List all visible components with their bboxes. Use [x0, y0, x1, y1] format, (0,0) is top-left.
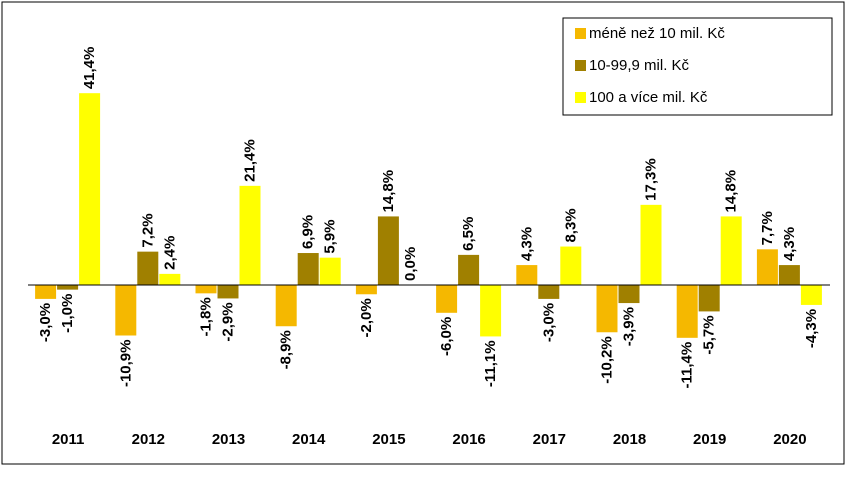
data-label: 6,9% — [300, 215, 317, 249]
x-tick-label: 2011 — [52, 431, 85, 448]
data-label: 14,8% — [380, 170, 397, 213]
x-tick-label: 2012 — [132, 431, 165, 448]
bar — [596, 285, 618, 333]
data-label: -10,2% — [598, 336, 615, 384]
data-label: 2,4% — [161, 236, 178, 270]
data-label: 0,0% — [402, 247, 419, 281]
bar — [698, 285, 720, 312]
x-tick-label: 2018 — [613, 431, 646, 448]
bar — [115, 285, 137, 336]
legend-label: 10-99,9 mil. Kč — [589, 57, 690, 74]
data-label: 7,7% — [759, 211, 776, 245]
data-label: -2,0% — [358, 298, 375, 337]
x-tick-label: 2019 — [693, 431, 726, 448]
data-label: -4,3% — [803, 309, 820, 348]
bar — [319, 257, 341, 285]
x-tick-label: 2017 — [533, 431, 566, 448]
data-label: 41,4% — [81, 47, 98, 90]
data-label: -3,0% — [37, 303, 54, 342]
bar — [377, 216, 399, 285]
bar — [800, 285, 822, 305]
bar — [480, 285, 502, 337]
bar — [516, 265, 538, 285]
data-label: -8,9% — [278, 330, 295, 369]
data-label: 8,3% — [562, 208, 579, 242]
x-tick-label: 2015 — [372, 431, 405, 448]
x-tick-label: 2020 — [773, 431, 806, 448]
bar — [79, 93, 101, 286]
bar — [640, 204, 662, 285]
data-label: -11,1% — [482, 340, 499, 387]
data-label: -1,8% — [197, 297, 214, 336]
legend-swatch — [575, 60, 586, 71]
bar — [458, 254, 480, 285]
bar — [676, 285, 698, 338]
bar — [355, 285, 377, 295]
bar — [778, 265, 800, 285]
data-label: -3,9% — [620, 307, 637, 346]
data-label: -5,7% — [701, 315, 718, 354]
data-label: 4,3% — [781, 227, 798, 261]
bar — [538, 285, 560, 299]
bar — [560, 246, 582, 285]
data-label: -11,4% — [679, 342, 696, 389]
data-label: -3,0% — [540, 303, 557, 342]
data-label: -6,0% — [438, 317, 455, 356]
legend-swatch — [575, 28, 586, 39]
legend-label: 100 a více mil. Kč — [589, 89, 708, 106]
x-tick-label: 2013 — [212, 431, 245, 448]
bar — [137, 251, 159, 285]
data-label: -2,9% — [219, 302, 236, 341]
x-tick-label: 2014 — [292, 431, 326, 448]
data-label: 17,3% — [642, 158, 659, 201]
bar — [195, 285, 217, 294]
data-label: 4,3% — [518, 227, 535, 261]
bar — [35, 285, 57, 299]
legend-swatch — [575, 92, 586, 103]
bar — [297, 253, 319, 285]
legend-box — [562, 17, 833, 116]
bar — [217, 285, 239, 299]
bar — [57, 285, 79, 290]
data-label: 6,5% — [460, 217, 477, 251]
bar — [436, 285, 458, 313]
bar — [275, 285, 297, 327]
data-label: 21,4% — [241, 139, 258, 182]
bar — [720, 216, 742, 285]
data-label: -1,0% — [59, 294, 76, 333]
data-label: 7,2% — [139, 213, 156, 247]
data-label: 5,9% — [322, 219, 339, 253]
data-label: -10,9% — [117, 340, 134, 388]
x-tick-label: 2016 — [452, 431, 485, 448]
bar — [618, 285, 640, 304]
bar — [756, 249, 778, 285]
bar — [159, 273, 181, 285]
legend-label: méně než 10 mil. Kč — [589, 25, 725, 42]
data-label: 14,8% — [723, 170, 740, 213]
bar — [239, 185, 261, 285]
